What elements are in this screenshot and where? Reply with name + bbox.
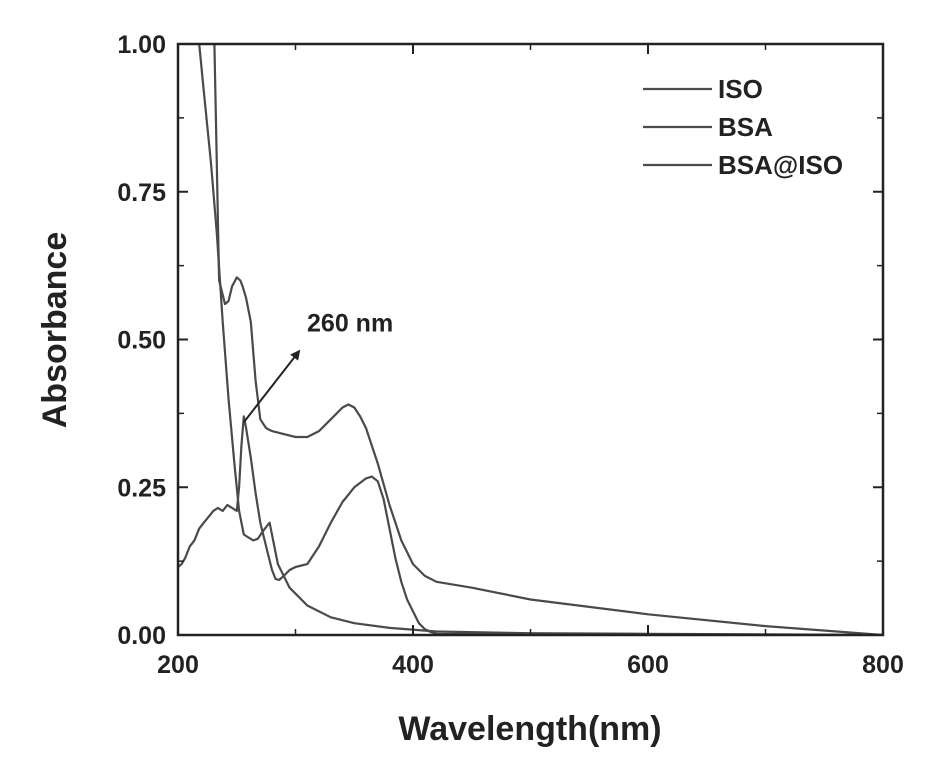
legend: ISO BSA BSA@ISO — [643, 74, 843, 180]
series-line-bsa — [178, 415, 883, 635]
y-tick-label: 0.00 — [117, 622, 166, 650]
y-tick-label: 0.50 — [117, 327, 166, 355]
legend-label-bsa-iso: BSA@ISO — [718, 150, 843, 180]
y-tick-label: 0.25 — [117, 474, 166, 502]
x-tick-label: 400 — [392, 651, 434, 679]
legend-label-iso: ISO — [718, 74, 763, 104]
annotation-arrow — [243, 349, 301, 423]
x-tick-label: 600 — [627, 651, 669, 679]
series-line-bsa-iso — [213, 44, 883, 635]
series-line-iso — [198, 44, 883, 635]
annotation-label: 260 nm — [307, 309, 393, 337]
plot-frame — [176, 42, 885, 637]
y-axis-title: Absorbance — [36, 232, 74, 429]
x-axis-title: Wavelength(nm) — [398, 710, 661, 748]
legend-label-bsa: BSA — [718, 112, 773, 142]
x-tick-label: 800 — [862, 651, 904, 679]
y-tick-label: 0.75 — [117, 179, 166, 207]
annotation: 260 nm — [243, 309, 393, 423]
x-tick-label: 200 — [157, 651, 199, 679]
y-tick-label: 1.00 — [117, 31, 166, 59]
